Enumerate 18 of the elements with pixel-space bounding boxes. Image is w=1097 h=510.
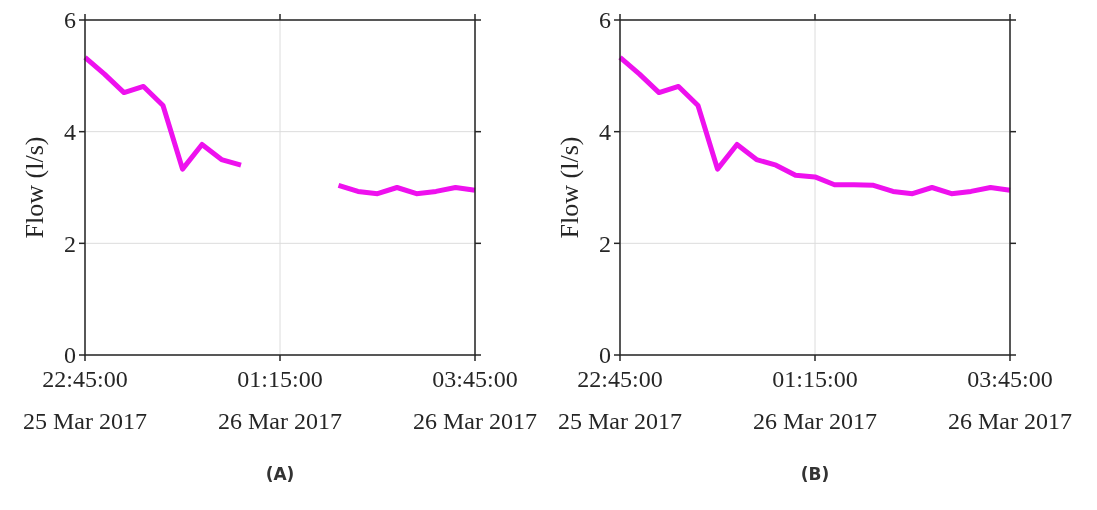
y-tick-label: 4 [64, 119, 76, 146]
x-tick-label: 03:45:00 26 Mar 2017 [948, 366, 1072, 434]
y-tick-label: 6 [599, 7, 611, 34]
y-axis-title: Flow (l/s) [555, 136, 584, 239]
y-tick-label: 0 [64, 342, 76, 369]
x-tick-label: 22:45:00 25 Mar 2017 [558, 366, 682, 434]
y-tick-label: 0 [599, 342, 611, 369]
y-tick-label: 2 [599, 230, 611, 257]
x-tick-label: 22:45:00 25 Mar 2017 [23, 366, 147, 434]
y-tick-label: 2 [64, 230, 76, 257]
y-axis-title: Flow (l/s) [20, 136, 49, 239]
x-tick-label: 01:15:00 26 Mar 2017 [753, 366, 877, 434]
x-tick-label: 01:15:00 26 Mar 2017 [218, 366, 342, 434]
y-tick-label: 6 [64, 7, 76, 34]
text: (A) [265, 464, 295, 484]
y-tick-label: 4 [599, 119, 611, 146]
text: (B) [800, 464, 830, 484]
x-tick-label: 03:45:00 26 Mar 2017 [413, 366, 537, 434]
